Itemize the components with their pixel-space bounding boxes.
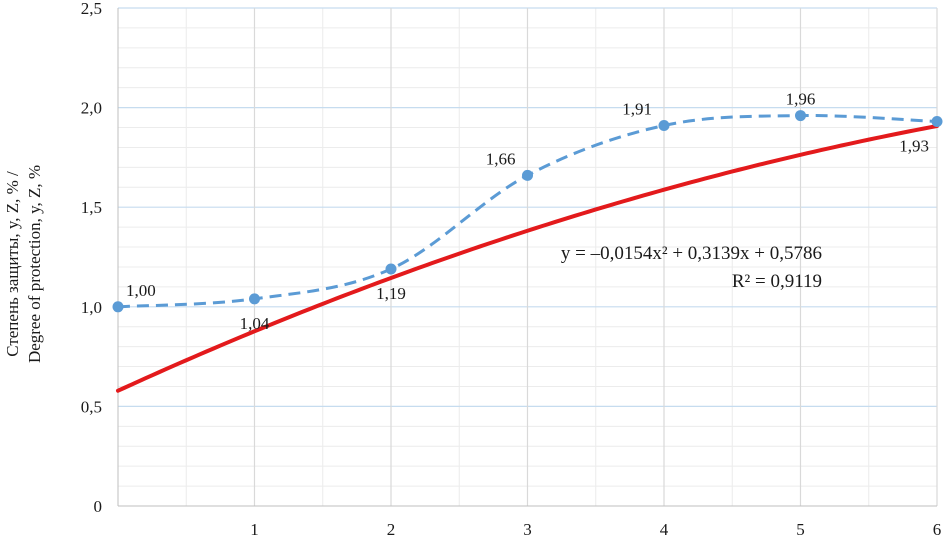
equation-box: y = –0,0154x² + 0,3139x + 0,5786 R² = 0,… xyxy=(561,243,822,292)
data-point xyxy=(931,116,943,128)
x-axis: 1 2 3 4 5 6 xyxy=(118,505,942,539)
y-tick-label: 2,5 xyxy=(81,0,102,18)
x-tick-label: 2 xyxy=(387,520,396,539)
data-point xyxy=(112,301,124,313)
data-label: 1,93 xyxy=(899,137,929,156)
data-point xyxy=(795,110,806,122)
data-point xyxy=(658,120,670,132)
y-axis: 0 0,5 1,0 1,5 2,0 2,5 xyxy=(81,0,119,516)
data-series xyxy=(112,110,943,313)
x-tick-label: 3 xyxy=(523,520,532,539)
r-squared: R² = 0,9119 xyxy=(732,271,822,292)
trendline-equation: y = –0,0154x² + 0,3139x + 0,5786 xyxy=(561,243,822,264)
data-label: 1,66 xyxy=(486,149,516,168)
y-tick-label: 1,0 xyxy=(81,298,102,317)
x-tick-label: 4 xyxy=(660,520,669,539)
x-tick-label: 1 xyxy=(250,520,259,539)
data-label: 1,96 xyxy=(786,90,816,109)
data-labels: 1,00 1,04 1,19 1,66 1,91 1,96 1,93 xyxy=(126,90,929,333)
y-axis-label-line2: Degree of protection, y, Z, % xyxy=(25,165,44,363)
y-tick-label: 2,0 xyxy=(81,99,102,118)
data-label: 1,00 xyxy=(126,281,156,300)
data-point xyxy=(385,263,397,275)
data-point xyxy=(522,169,533,181)
data-point xyxy=(249,293,260,305)
trendline-curve xyxy=(116,124,939,393)
grid xyxy=(118,7,938,506)
x-tick-label: 6 xyxy=(933,520,942,539)
x-tick-label: 5 xyxy=(796,520,805,539)
data-label: 1,19 xyxy=(376,284,406,303)
y-tick-label: 0,5 xyxy=(81,397,102,416)
y-axis-label-line1: Степень защиты, y, Z, % / xyxy=(3,171,22,357)
y-tick-label: 0 xyxy=(94,497,103,516)
trendline xyxy=(116,124,939,393)
data-label: 1,04 xyxy=(240,314,270,333)
y-tick-label: 1,5 xyxy=(81,198,102,217)
data-label: 1,91 xyxy=(622,100,652,119)
